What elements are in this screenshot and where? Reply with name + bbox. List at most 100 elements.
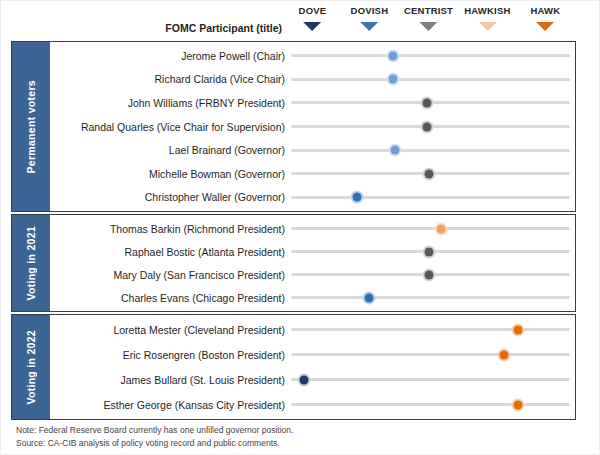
stance-dot <box>425 247 434 256</box>
participant-row: Eric Rosengren (Boston President) <box>50 342 575 367</box>
participant-name: Jerome Powell (Chair) <box>50 50 285 62</box>
stance-dot <box>352 193 361 202</box>
stance-dot <box>390 146 399 155</box>
footer-source: Source: CA-CIB analysis of policy voting… <box>16 437 293 450</box>
section-box: Voting in 2022 Loretta Mester (Cleveland … <box>11 314 576 420</box>
footer-notes: Note: Federal Reserve Board currently ha… <box>16 424 293 450</box>
stance-dot <box>425 270 434 279</box>
scale-label: DOVISH <box>351 5 389 16</box>
stance-track <box>291 240 570 263</box>
track-line <box>291 353 570 356</box>
stance-track <box>291 286 570 309</box>
stance-track <box>291 68 570 92</box>
scale-label: DOVE <box>299 5 327 16</box>
stance-dot <box>423 98 432 107</box>
participant-row: Esther George (Kansas City President) <box>50 392 575 417</box>
stance-track <box>291 138 570 162</box>
hawk-triangle-icon <box>536 22 554 31</box>
participant-name: Loretta Mester (Cleveland President) <box>50 324 285 336</box>
section-label-text: Voting in 2022 <box>25 330 37 405</box>
stance-dot <box>388 51 397 60</box>
participant-name: Charles Evans (Chicago President) <box>50 292 285 304</box>
track-line <box>291 227 570 230</box>
track-line <box>291 196 570 199</box>
stance-track <box>291 91 570 115</box>
section-box: Voting in 2021Thomas Barkin (Richmond Pr… <box>11 214 576 312</box>
dove-triangle-icon <box>303 22 321 31</box>
participant-row: Charles Evans (Chicago President) <box>50 286 575 309</box>
section-label: Voting in 2021 <box>12 215 50 311</box>
participant-name: Raphael Bostic (Atlanta President) <box>50 246 285 258</box>
participant-name: Michelle Bowman (Governor) <box>50 168 285 180</box>
scale-label: HAWKISH <box>464 5 510 16</box>
stance-dot <box>514 400 523 409</box>
track-line <box>291 328 570 331</box>
footer-note: Note: Federal Reserve Board currently ha… <box>16 424 293 437</box>
participant-name: John Williams (FRBNY President) <box>50 97 285 109</box>
scale-label: HAWK <box>531 5 561 16</box>
stance-track <box>291 217 570 240</box>
stance-track <box>291 44 570 68</box>
stance-dot <box>499 350 508 359</box>
scale-dove: DOVE <box>299 5 327 31</box>
participant-name: Mary Daly (San Francisco President) <box>50 269 285 281</box>
participant-row: Jerome Powell (Chair) <box>50 44 575 68</box>
stance-dot <box>424 169 433 178</box>
participant-row: Raphael Bostic (Atlanta President) <box>50 240 575 263</box>
participant-row: Richard Clarida (Vice Chair) <box>50 68 575 92</box>
dovish-triangle-icon <box>360 22 378 31</box>
stance-track <box>291 185 570 209</box>
stance-dot <box>299 375 308 384</box>
section-label: Permanent voters <box>12 42 50 211</box>
scale-dovish: DOVISH <box>351 5 389 31</box>
track-line <box>291 149 570 152</box>
participant-name: Thomas Barkin (Richmond President) <box>50 223 285 235</box>
participant-row: James Bullard (St. Louis President) <box>50 367 575 392</box>
stance-track <box>291 392 570 417</box>
stance-track <box>291 115 570 139</box>
track-line <box>291 78 570 81</box>
stance-track <box>291 342 570 367</box>
participant-column-label: FOMC Participant (title) <box>165 22 282 34</box>
stance-dot <box>514 325 523 334</box>
participant-name: Christopher Waller (Governor) <box>50 191 285 203</box>
participant-name: Lael Brainard (Governor) <box>50 144 285 156</box>
track-line <box>291 378 570 381</box>
scale-legend: DOVE DOVISH CENTRIST HAWKISH HAWK <box>291 1 570 41</box>
centrist-triangle-icon <box>420 22 438 31</box>
stance-dot <box>364 293 373 302</box>
track-line <box>291 54 570 57</box>
stance-dot <box>437 224 446 233</box>
participant-row: John Williams (FRBNY President) <box>50 91 575 115</box>
stance-track <box>291 317 570 342</box>
chart-header: FOMC Participant (title) DOVE DOVISH CENTR… <box>1 1 599 41</box>
participant-name: Eric Rosengren (Boston President) <box>50 349 285 361</box>
stance-dot <box>423 122 432 131</box>
participant-name: James Bullard (St. Louis President) <box>50 374 285 386</box>
hawkish-triangle-icon <box>478 22 496 31</box>
rows-container: Thomas Barkin (Richmond President) Raphae… <box>50 215 575 311</box>
scale-hawkish: HAWKISH <box>464 5 510 31</box>
scale-hawk: HAWK <box>531 5 561 31</box>
participant-row: Loretta Mester (Cleveland President) <box>50 317 575 342</box>
track-line <box>291 403 570 406</box>
participant-name: Esther George (Kansas City President) <box>50 399 285 411</box>
participant-row: Christopher Waller (Governor) <box>50 185 575 209</box>
fomc-dove-hawk-chart: FOMC Participant (title) DOVE DOVISH CENTR… <box>0 0 600 455</box>
scale-centrist: CENTRIST <box>404 5 453 31</box>
participant-name: Richard Clarida (Vice Chair) <box>50 73 285 85</box>
participant-row: Thomas Barkin (Richmond President) <box>50 217 575 240</box>
rows-container: Loretta Mester (Cleveland President) Eric… <box>50 315 575 419</box>
participant-row: Michelle Bowman (Governor) <box>50 162 575 186</box>
stance-track <box>291 367 570 392</box>
section-label: Voting in 2022 <box>12 315 50 419</box>
participant-row: Randal Quarles (Vice Chair for Supervisi… <box>50 115 575 139</box>
stance-dot <box>388 75 397 84</box>
stance-track <box>291 162 570 186</box>
section-box: Permanent voters Jerome Powell (Chair) Ric… <box>11 41 576 212</box>
track-line <box>291 296 570 299</box>
participant-row: Mary Daly (San Francisco President) <box>50 263 575 286</box>
scale-label: CENTRIST <box>404 5 453 16</box>
section-label-text: Permanent voters <box>25 80 37 174</box>
sections: Permanent voters Jerome Powell (Chair) Ric… <box>11 41 576 422</box>
